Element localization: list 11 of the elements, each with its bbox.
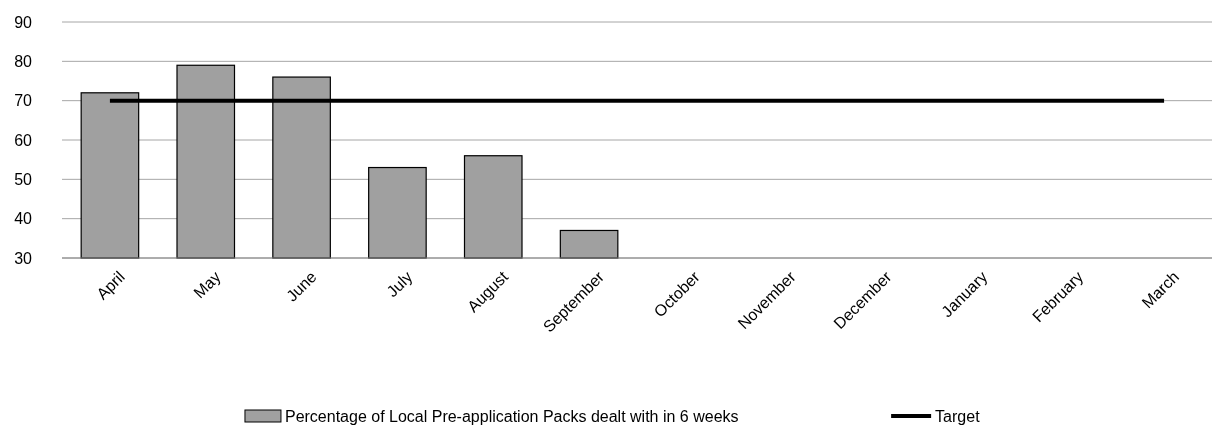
y-tick-label: 40 — [14, 210, 33, 228]
y-tick-label: 30 — [14, 249, 33, 267]
legend-label: Target — [935, 407, 981, 425]
y-tick-label: 70 — [14, 92, 33, 110]
y-tick-label: 60 — [14, 131, 33, 149]
x-tick-label: May — [190, 268, 224, 302]
y-tick-label: 50 — [14, 170, 33, 188]
y-tick-label: 80 — [14, 52, 33, 70]
x-tick-label: July — [383, 268, 416, 301]
legend-label: Percentage of Local Pre-application Packs dealt with in 6 weeks — [284, 407, 739, 425]
y-tick-label: 90 — [14, 13, 33, 31]
